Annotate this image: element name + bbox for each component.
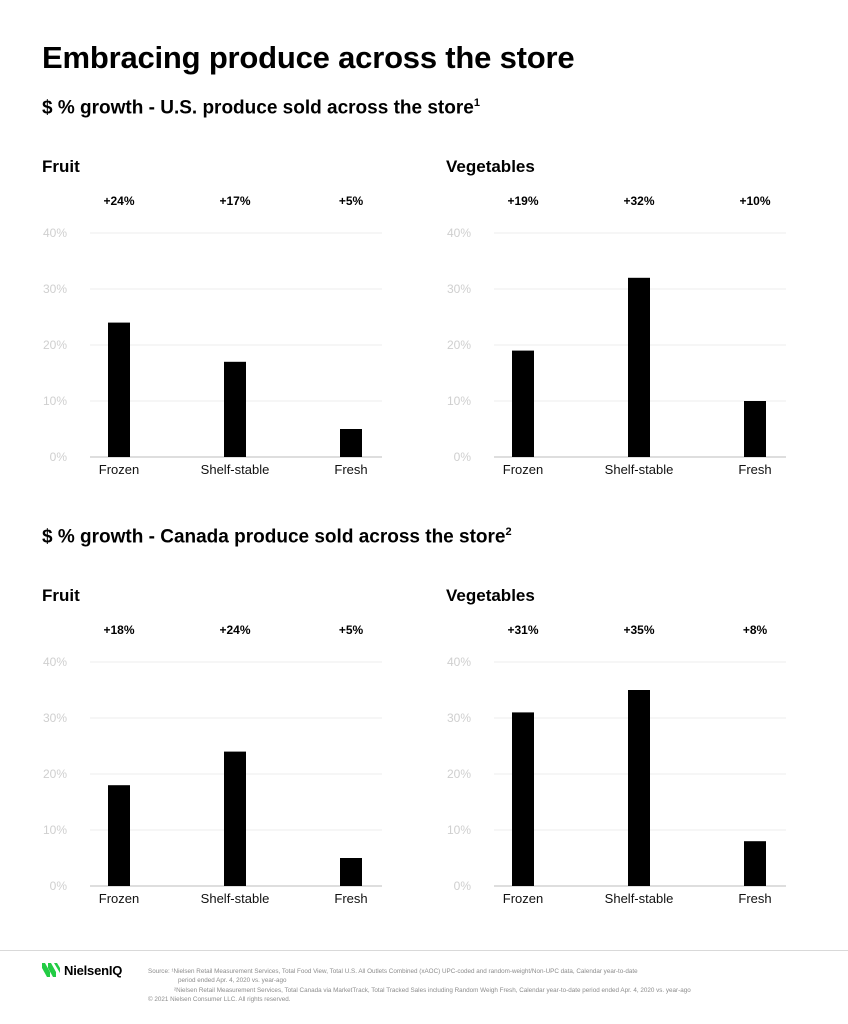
footnotes: Source: ¹Nielsen Retail Measurement Serv… — [148, 967, 828, 1005]
data-label: +8% — [743, 623, 768, 637]
bar — [744, 401, 766, 457]
x-tick-label: Fresh — [334, 891, 367, 906]
bar — [108, 785, 130, 886]
data-label: +18% — [103, 623, 134, 637]
y-tick-label: 20% — [43, 767, 67, 781]
y-tick-label: 10% — [447, 823, 471, 837]
data-label: +17% — [219, 194, 250, 208]
chart-title: Vegetables — [446, 586, 535, 605]
bar — [224, 751, 246, 886]
bar — [340, 429, 362, 457]
x-tick-label: Shelf-stable — [201, 462, 270, 477]
nielseniq-logo: NielsenIQ — [42, 962, 122, 978]
chart-title: Fruit — [42, 157, 80, 176]
chart-title: Vegetables — [446, 157, 535, 176]
y-tick-label: 30% — [447, 282, 471, 296]
y-tick-label: 20% — [447, 338, 471, 352]
chart-us-fruit: Fruit 0% 10% 20% 30% 40% +24% Frozen +17% Shelf-… — [42, 157, 422, 487]
y-tick-label: 10% — [447, 394, 471, 408]
y-tick-label: 10% — [43, 823, 67, 837]
data-label: +10% — [739, 194, 770, 208]
x-tick-label: Frozen — [503, 891, 543, 906]
section-title-us: $ % growth - U.S. produce sold across th… — [42, 97, 480, 119]
chart-canada-vegetables: Vegetables 0% 10% 20% 30% 40% +31% Frozen +35% S… — [446, 586, 826, 916]
footnote-1: Source: ¹Nielsen Retail Measurement Serv… — [148, 968, 638, 975]
bar — [628, 690, 650, 886]
footer-divider — [0, 950, 848, 951]
bar-chart-svg: 0% 10% 20% 30% 40% +24% Frozen +17% Shelf-stable… — [43, 194, 382, 477]
bar — [744, 841, 766, 886]
y-tick-label: 0% — [50, 879, 68, 893]
data-label: +5% — [339, 623, 364, 637]
data-label: +5% — [339, 194, 364, 208]
y-tick-label: 30% — [43, 711, 67, 725]
x-tick-label: Fresh — [738, 462, 771, 477]
bar — [512, 712, 534, 886]
section-title-us-text: $ % growth - U.S. produce sold across th… — [42, 97, 474, 119]
y-tick-label: 0% — [454, 450, 472, 464]
bar — [224, 361, 246, 457]
y-tick-label: 10% — [43, 394, 67, 408]
chart-canada-fruit: Fruit 0% 10% 20% 30% 40% +18% Frozen +24% Shelf-… — [42, 586, 422, 916]
data-label: +31% — [507, 623, 538, 637]
y-tick-label: 30% — [43, 282, 67, 296]
x-tick-label: Frozen — [503, 462, 543, 477]
y-tick-label: 40% — [43, 226, 67, 240]
logo-mark-icon — [42, 963, 50, 977]
y-tick-label: 30% — [447, 711, 471, 725]
x-tick-label: Shelf-stable — [605, 462, 674, 477]
bar — [340, 858, 362, 886]
page-title: Embracing produce across the store — [42, 40, 575, 75]
copyright: © 2021 Nielsen Consumer LLC. All rights … — [148, 996, 291, 1004]
y-tick-label: 20% — [447, 767, 471, 781]
y-tick-label: 0% — [50, 450, 68, 464]
y-tick-label: 40% — [447, 226, 471, 240]
data-label: +35% — [623, 623, 654, 637]
x-tick-label: Fresh — [738, 891, 771, 906]
data-label: +19% — [507, 194, 538, 208]
nielseniq-logo-icon — [42, 963, 60, 977]
logo-mark-icon — [48, 963, 56, 977]
y-tick-label: 20% — [43, 338, 67, 352]
footnote-1-continued: period ended Apr. 4, 2020 vs. year-ago — [178, 977, 287, 985]
data-label: +32% — [623, 194, 654, 208]
y-tick-label: 0% — [454, 879, 472, 893]
data-label: +24% — [219, 623, 250, 637]
x-tick-label: Shelf-stable — [605, 891, 674, 906]
x-tick-label: Shelf-stable — [201, 891, 270, 906]
logo-mark-icon — [54, 963, 60, 973]
y-tick-label: 40% — [447, 655, 471, 669]
x-tick-label: Frozen — [99, 891, 139, 906]
x-tick-label: Fresh — [334, 462, 367, 477]
x-tick-label: Frozen — [99, 462, 139, 477]
data-label: +24% — [103, 194, 134, 208]
bar-chart-svg: 0% 10% 20% 30% 40% +19% Frozen +32% Shelf-stable… — [447, 194, 786, 477]
bar-chart-svg: 0% 10% 20% 30% 40% +18% Frozen +24% Shelf-stable… — [43, 623, 382, 906]
y-tick-label: 40% — [43, 655, 67, 669]
footnote-2: ²Nielsen Retail Measurement Services, To… — [174, 986, 691, 994]
bar — [108, 322, 130, 457]
bar — [512, 350, 534, 457]
section-title-canada-text: $ % growth - Canada produce sold across … — [42, 526, 506, 548]
chart-us-vegetables: Vegetables 0% 10% 20% 30% 40% +19% Frozen +32% S… — [446, 157, 826, 487]
chart-title: Fruit — [42, 586, 80, 605]
logo-text: NielsenIQ — [64, 962, 123, 978]
bar-chart-svg: 0% 10% 20% 30% 40% +31% Frozen +35% Shelf-stable… — [447, 623, 786, 906]
section-title-us-footnote: 1 — [473, 97, 480, 109]
section-title-canada-footnote: 2 — [505, 526, 512, 538]
bar — [628, 277, 650, 457]
section-title-canada: $ % growth - Canada produce sold across … — [42, 526, 512, 548]
